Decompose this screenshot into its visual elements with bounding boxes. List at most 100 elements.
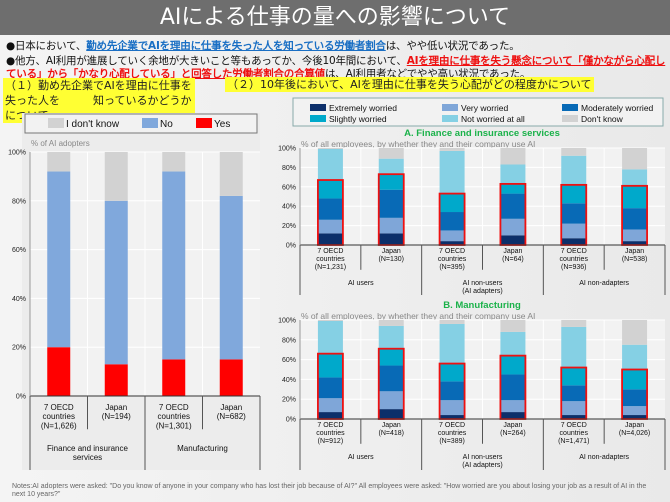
bar-segment-moderately-worried: [317, 377, 343, 399]
y-tick-label: 100%: [278, 146, 296, 153]
chart-title: B. Manufacturing: [443, 300, 521, 311]
legend-label: Very worried: [461, 103, 509, 113]
category-label: countries: [43, 412, 75, 421]
group-label: AI users: [348, 454, 374, 461]
legend-swatch: [562, 104, 578, 111]
bar-segment-moderately-worried: [378, 365, 404, 392]
legend-label: Moderately worried: [581, 103, 654, 113]
chart-subtitle: % of all employees, by whether they and …: [301, 139, 535, 149]
category-label: (N=538): [622, 256, 647, 263]
bar-segment-very-worried: [500, 400, 526, 413]
category-label: (N=4,026): [619, 430, 650, 437]
bar-segment-extremely-worried: [561, 415, 587, 419]
bar-segment-not-worried-at-all: [378, 325, 404, 349]
legend-swatch: [196, 118, 212, 128]
y-tick-label: 20%: [282, 223, 296, 230]
category-label: countries: [316, 430, 345, 437]
bar-segment-slightly-worried: [317, 180, 343, 199]
chart-worry-job-loss: Extremely worried Very worried Moderately …: [278, 97, 666, 470]
legend-swatch: [142, 118, 158, 128]
category-label: 7 OECD: [159, 403, 189, 412]
y-tick-label: 0%: [16, 394, 26, 401]
legend-swatch: [310, 115, 326, 122]
bar-segment-don-t-know: [378, 148, 404, 159]
category-label: (N=1,471): [558, 438, 589, 445]
bullet-text: は、やや低い状況であった。: [385, 40, 520, 52]
category-label: 7 OECD: [317, 248, 343, 255]
chart-subtitle: % of all employees, by whether they and …: [301, 311, 535, 321]
bar-segment-slightly-worried: [561, 184, 587, 204]
category-label: 7 OECD: [44, 403, 74, 412]
bar-segment-extremely-worried: [500, 235, 526, 245]
bar-segment-not-worried-at-all: [378, 158, 404, 175]
bar-segment-don-t-know: [622, 320, 648, 345]
legend-box: [292, 97, 664, 127]
bar-segment-very-worried: [439, 400, 465, 416]
category-label: (N=418): [379, 430, 404, 437]
bar-segment-no: [104, 200, 128, 365]
legend-swatch: [442, 115, 458, 122]
bar-segment-yes: [219, 359, 243, 396]
bar-segment-no: [162, 171, 186, 360]
category-label: (N=936): [561, 264, 586, 271]
bar-segment-i-don-t-know: [104, 152, 128, 201]
bar-segment-don-t-know: [317, 148, 343, 149]
bar-segment-extremely-worried: [378, 233, 404, 245]
bar-segment-moderately-worried: [561, 203, 587, 224]
bar-segment-slightly-worried: [500, 183, 526, 194]
category-label: (N=682): [217, 412, 246, 421]
legend-swatch: [310, 104, 326, 111]
bullet-1: ●日本において、勤め先企業でAIを理由に仕事を失った人を知っている労働者割合は、…: [6, 40, 666, 53]
category-label: countries: [560, 430, 589, 437]
category-label: Japan: [625, 248, 644, 255]
y-tick-label: 100%: [278, 318, 296, 325]
bar-segment-not-worried-at-all: [317, 320, 343, 354]
legend-label: No: [160, 119, 173, 130]
bar-segment-don-t-know: [439, 320, 465, 324]
chart-known-job-loss: I don't know No Yes % of AI adopters 0% 20% 40…: [8, 113, 261, 470]
bar-segment-not-worried-at-all: [561, 155, 587, 185]
bar-segment-very-worried: [317, 398, 343, 413]
bar-segment-moderately-worried: [439, 212, 465, 231]
bar-segment-don-t-know: [500, 320, 526, 332]
category-label: (N=1,626): [41, 421, 77, 430]
category-label: (N=389): [439, 438, 464, 445]
bar-segment-no: [47, 171, 71, 348]
group-label: AI users: [348, 280, 374, 287]
bar-segment-don-t-know: [500, 148, 526, 165]
category-label: countries: [438, 430, 467, 437]
bullet-highlight: 勤め先企業でAIを理由に仕事を失った人を知っている労働者割合: [86, 40, 386, 52]
bar-segment-slightly-worried: [439, 193, 465, 213]
legend-swatch: [562, 115, 578, 122]
legend-label: Extremely worried: [329, 103, 397, 113]
bar-segment-don-t-know: [561, 148, 587, 156]
bar-segment-i-don-t-know: [219, 152, 243, 196]
bar-segment-slightly-worried: [317, 353, 343, 378]
bar-segment-moderately-worried: [561, 385, 587, 402]
category-label: countries: [438, 256, 467, 263]
group-label: (AI adapters): [462, 462, 502, 469]
bar-segment-very-worried: [378, 391, 404, 410]
y-tick-label: 80%: [12, 198, 26, 205]
y-tick-label: 20%: [12, 345, 26, 352]
y-tick-label: 0%: [286, 417, 296, 424]
y-tick-label: 20%: [282, 397, 296, 404]
category-label: Japan: [382, 248, 401, 255]
bar-segment-moderately-worried: [500, 374, 526, 401]
y-tick-label: 60%: [282, 184, 296, 191]
category-label: Japan: [220, 403, 242, 412]
bar-segment-yes: [47, 347, 71, 396]
group-label: (AI adapters): [462, 288, 502, 295]
bar-segment-don-t-know: [317, 320, 343, 321]
category-label: 7 OECD: [439, 422, 465, 429]
bar-segment-moderately-worried: [622, 208, 648, 230]
group-label: AI non-users: [463, 280, 503, 287]
bar-segment-yes: [104, 364, 128, 396]
category-label: (N=1,231): [315, 264, 346, 271]
bar-segment-not-worried-at-all: [561, 326, 587, 368]
bullet-text: ●日本において、: [6, 40, 87, 52]
category-label: (N=130): [379, 256, 404, 263]
category-label: (N=395): [439, 264, 464, 271]
bar-segment-moderately-worried: [500, 193, 526, 219]
bar-segment-no: [219, 195, 243, 360]
